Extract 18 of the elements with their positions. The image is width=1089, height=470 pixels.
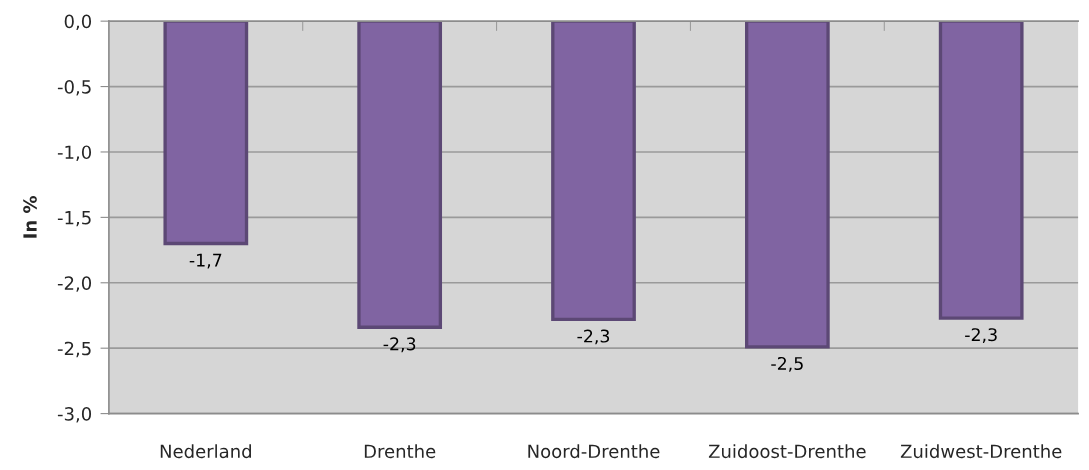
- x-tick-label: Zuidoost-Drenthe: [708, 444, 866, 459]
- x-tick-label: Drenthe: [364, 444, 436, 459]
- data-label: -2,3: [577, 329, 610, 345]
- y-tick-label: -2,0: [57, 276, 92, 292]
- y-tick-label: -1,0: [57, 145, 92, 161]
- y-tick-label: 0,0: [64, 14, 92, 31]
- x-tick-label: Nederland: [160, 444, 251, 459]
- data-label: -2,3: [383, 337, 416, 353]
- y-tick-label: -2,5: [57, 341, 91, 358]
- data-label: -2,3: [965, 328, 997, 344]
- y-axis-title: In %: [23, 195, 37, 238]
- data-label: -1,7: [189, 253, 222, 269]
- y-tick-label: -3,0: [57, 407, 92, 423]
- data-label: -2,5: [771, 356, 803, 372]
- y-tick-label: -0,5: [57, 80, 91, 96]
- x-tick-label: Zuidwest-Drenthe: [900, 444, 1062, 459]
- x-tick-label: Noord-Drenthe: [528, 444, 660, 459]
- y-tick-label: -1,5: [57, 211, 91, 227]
